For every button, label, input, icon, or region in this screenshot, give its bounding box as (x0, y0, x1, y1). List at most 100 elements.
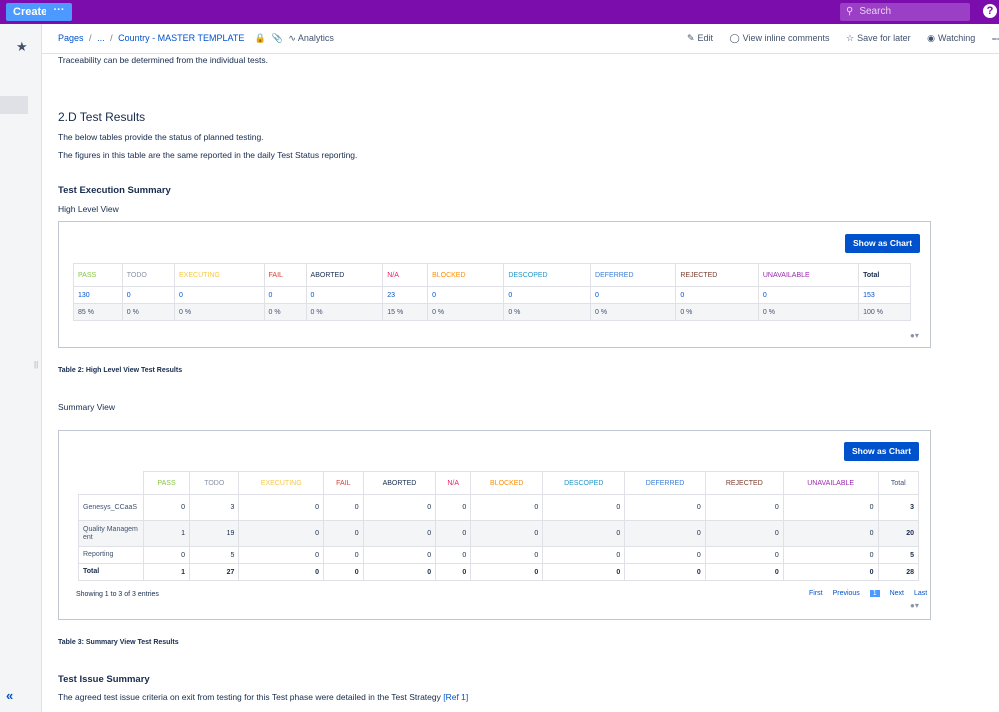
count-cell[interactable]: 0 (174, 286, 265, 304)
edit-button[interactable]: ✎ Edit (687, 33, 713, 43)
column-header[interactable]: EXECUTING (174, 263, 265, 287)
table-settings-icon[interactable]: ●▾ (910, 601, 919, 610)
column-header[interactable]: FAIL (323, 471, 364, 495)
star-icon[interactable]: ★ (16, 39, 28, 54)
pager-current-page[interactable]: 1 (869, 590, 880, 597)
summary-view-label: Summary View (58, 402, 115, 412)
breadcrumb-ellipsis[interactable]: ... (97, 33, 105, 43)
column-header[interactable]: Total (877, 471, 920, 495)
analytics-link[interactable]: Analytics (297, 33, 334, 43)
count-cell[interactable]: 23 (382, 286, 429, 304)
value-cell: 0 (238, 520, 324, 547)
pencil-icon: ✎ (687, 33, 695, 43)
breadcrumb-pages[interactable]: Pages (58, 33, 84, 43)
percent-cell: 85 % (73, 303, 123, 321)
column-header[interactable]: BLOCKED (470, 471, 544, 495)
value-cell: 20 (877, 520, 920, 547)
count-cell[interactable]: 0 (427, 286, 505, 304)
column-header[interactable]: REJECTED (675, 263, 759, 287)
lock-icon[interactable]: 🔒 (254, 33, 267, 43)
value-cell: 0 (362, 546, 437, 564)
table-row: Reporting 0 5 0 0 0 0 0 0 0 0 0 5 (78, 546, 920, 564)
value-cell: 3 (877, 494, 920, 521)
value-cell: 27 (189, 563, 240, 581)
column-header[interactable]: REJECTED (704, 471, 784, 495)
count-cell[interactable]: 0 (675, 286, 759, 304)
sidebar-selected-item[interactable] (0, 96, 28, 114)
comment-icon: ◯ (729, 33, 740, 43)
page-actions: ✎ Edit ◯ View inline comments ☆ Save for la… (687, 33, 999, 44)
count-cell[interactable]: 0 (503, 286, 592, 304)
collapse-sidebar-icon[interactable]: « (6, 688, 14, 703)
column-header[interactable]: BLOCKED (427, 263, 505, 287)
column-header[interactable]: UNAVAILABLE (782, 471, 879, 495)
show-as-chart-button[interactable]: Show as Chart (845, 234, 921, 253)
breadcrumb-separator: / (89, 33, 92, 43)
count-cell[interactable]: 0 (263, 286, 307, 304)
watching-button[interactable]: ◉ Watching (927, 33, 975, 43)
pager-first[interactable]: First (809, 590, 823, 597)
count-cell[interactable]: 0 (757, 286, 860, 304)
column-header[interactable]: DESCOPED (542, 471, 626, 495)
attachment-icon[interactable]: 📎 (271, 33, 283, 43)
count-cell[interactable]: 153 (858, 286, 911, 304)
help-icon[interactable]: ? (983, 4, 997, 18)
value-cell: 0 (470, 520, 544, 547)
share-icon: ⩶ (992, 33, 999, 43)
column-header[interactable]: N/A (435, 471, 472, 495)
high-level-label: High Level View (58, 204, 119, 214)
column-header[interactable]: PASS (142, 471, 191, 495)
save-for-later-button[interactable]: ☆ Save for later (846, 33, 911, 43)
column-header[interactable]: ABORTED (305, 263, 384, 287)
table-settings-icon[interactable]: ●▾ (910, 331, 919, 340)
issue-text-body: The agreed test issue criteria on exit f… (58, 692, 441, 702)
breadcrumb-separator: / (110, 33, 113, 43)
column-header[interactable]: PASS (73, 263, 123, 287)
ref-link[interactable]: [Ref 1] (443, 692, 469, 702)
column-header[interactable]: EXECUTING (238, 471, 324, 495)
percent-cell: 0 % (590, 303, 677, 321)
column-header[interactable]: DEFERRED (590, 263, 677, 287)
share-button[interactable]: ⩶Sh (992, 33, 999, 43)
count-cell[interactable]: 130 (73, 286, 123, 304)
count-cell[interactable]: 0 (590, 286, 677, 304)
column-header[interactable]: TODO (121, 263, 176, 287)
value-cell: 0 (704, 563, 784, 581)
column-header[interactable]: FAIL (263, 263, 307, 287)
entries-info: Showing 1 to 3 of 3 entries (76, 591, 159, 598)
value-cell: 0 (238, 546, 324, 564)
count-cell[interactable]: 0 (305, 286, 384, 304)
count-cell[interactable]: 0 (121, 286, 176, 304)
breadcrumb-current[interactable]: Country - MASTER TEMPLATE (118, 33, 245, 43)
value-cell: 0 (435, 520, 472, 547)
resize-handle[interactable]: || (34, 360, 39, 369)
value-cell: 0 (542, 494, 626, 521)
column-header[interactable]: ABORTED (362, 471, 437, 495)
column-header[interactable]: DEFERRED (624, 471, 706, 495)
analytics-icon[interactable]: ∿ (288, 33, 296, 43)
column-header[interactable]: TODO (189, 471, 240, 495)
pager-next[interactable]: Next (889, 590, 905, 597)
more-button[interactable]: ··· (46, 3, 72, 21)
column-header[interactable]: N/A (382, 263, 429, 287)
column-header[interactable]: UNAVAILABLE (757, 263, 860, 287)
value-cell: 0 (624, 520, 706, 547)
view-inline-comments-button[interactable]: ◯ View inline comments (730, 33, 830, 43)
value-cell: 0 (782, 520, 879, 547)
search-input[interactable]: ⚲ Search (840, 3, 970, 21)
star-outline-icon: ☆ (846, 33, 855, 43)
save-later-label: Save for later (857, 33, 911, 43)
eye-icon: ◉ (927, 33, 936, 43)
pager-previous[interactable]: Previous (832, 590, 860, 597)
value-cell: 0 (323, 563, 364, 581)
create-button[interactable]: Create (6, 3, 55, 21)
percent-cell: 0 % (121, 303, 176, 321)
column-header[interactable]: Total (858, 263, 911, 287)
pager-last[interactable]: Last (913, 590, 928, 597)
show-as-chart-button[interactable]: Show as Chart (844, 442, 920, 461)
value-cell: 0 (362, 494, 437, 521)
issue-text: The agreed test issue criteria on exit f… (58, 692, 468, 702)
value-cell: 1 (142, 520, 191, 547)
value-cell: 0 (362, 563, 437, 581)
column-header[interactable]: DESCOPED (503, 263, 592, 287)
